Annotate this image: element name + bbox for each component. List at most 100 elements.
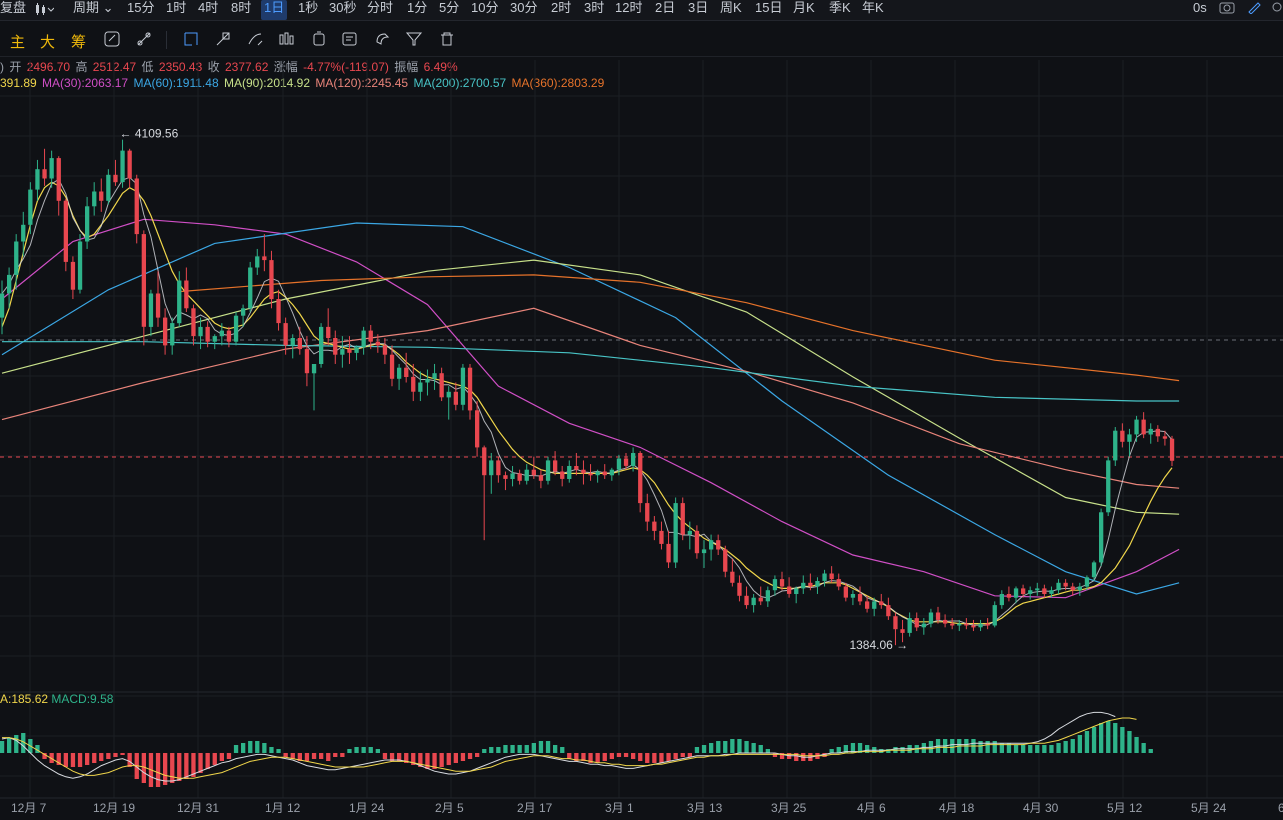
candle-body-37 xyxy=(262,256,267,261)
candle-body-20 xyxy=(141,234,146,327)
chip-distribution-toggle[interactable]: 筹 xyxy=(71,34,87,51)
candle-body-80 xyxy=(567,466,572,479)
candle-body-14 xyxy=(99,191,104,201)
macd-bar-56 xyxy=(397,753,402,761)
interval-1[interactable]: 1时 xyxy=(166,0,187,15)
candle-body-93 xyxy=(659,530,664,544)
brush-icon[interactable] xyxy=(246,30,264,48)
candle-body-91 xyxy=(645,503,650,522)
big-order-toggle[interactable]: 大 xyxy=(40,34,56,51)
interval-18[interactable]: 15日 xyxy=(755,0,783,15)
interval-9[interactable]: 5分 xyxy=(439,0,460,15)
candle-body-92 xyxy=(652,521,657,531)
candle-body-136 xyxy=(964,623,969,626)
x-tick-label-13: 5月 12 xyxy=(1107,801,1143,815)
interval-10[interactable]: 10分 xyxy=(471,0,499,15)
candle-body-147 xyxy=(1042,588,1047,594)
interval-19[interactable]: 月K xyxy=(793,0,815,15)
close-value: 2377.62 xyxy=(224,60,269,74)
macd-bar-74 xyxy=(524,745,529,753)
candle-body-98 xyxy=(694,530,700,554)
interval-11[interactable]: 30分 xyxy=(510,0,538,15)
macd-bar-89 xyxy=(631,753,636,759)
x-tick-label-3: 1月 12 xyxy=(265,801,301,815)
macd-bar-84 xyxy=(595,753,600,763)
candle-body-103 xyxy=(730,571,735,583)
strategy-icon[interactable] xyxy=(135,30,153,48)
macd-bar-140 xyxy=(992,741,997,753)
candle-body-106 xyxy=(751,597,756,606)
candle-body-107 xyxy=(758,597,763,602)
macd-bar-28 xyxy=(198,753,203,773)
macd-bar-63 xyxy=(446,753,451,765)
macd-value: MACD:9.58 xyxy=(51,692,114,706)
settings-icon[interactable] xyxy=(1271,0,1283,20)
pattern-icon[interactable] xyxy=(278,30,296,48)
candle-body-79 xyxy=(560,471,565,479)
macd-bar-157 xyxy=(1113,723,1118,753)
macd-bar-162 xyxy=(1148,749,1153,753)
interval-12[interactable]: 2时 xyxy=(551,0,572,15)
trash-icon[interactable] xyxy=(438,30,456,48)
ma120-value: MA(120):2245.45 xyxy=(315,76,409,90)
ma-short-line xyxy=(1,181,1173,625)
candle-body-40 xyxy=(283,323,288,346)
interval-6[interactable]: 30秒 xyxy=(329,0,357,15)
interval-13[interactable]: 3时 xyxy=(584,0,605,15)
interval-21[interactable]: 年K xyxy=(862,0,884,15)
macd-bar-32 xyxy=(226,753,232,759)
interval-4[interactable]: 1日 xyxy=(261,0,288,20)
candle-body-146 xyxy=(1035,588,1040,591)
macd-bar-72 xyxy=(510,745,515,753)
interval-5[interactable]: 1秒 xyxy=(298,0,319,15)
interval-20[interactable]: 季K xyxy=(829,0,851,15)
candle-body-67 xyxy=(475,410,480,448)
pencil-icon[interactable] xyxy=(1247,0,1263,20)
interval-15[interactable]: 2日 xyxy=(655,0,676,15)
interval-8[interactable]: 1分 xyxy=(407,0,428,15)
note-icon[interactable] xyxy=(341,30,359,48)
candle-body-108 xyxy=(765,590,770,602)
cursor-icon[interactable] xyxy=(182,30,200,48)
candle-body-6 xyxy=(42,169,47,179)
chart-type-selector[interactable] xyxy=(34,0,55,20)
magnet-icon[interactable] xyxy=(373,30,391,48)
macd-bar-10 xyxy=(70,753,76,767)
candle-body-161 xyxy=(1141,419,1146,435)
interval-17[interactable]: 周K xyxy=(720,0,742,15)
macd-bar-48 xyxy=(340,753,345,757)
macd-bar-65 xyxy=(460,753,466,761)
candle-body-119 xyxy=(843,586,848,598)
macd-bar-124 xyxy=(879,749,884,753)
period-dropdown[interactable]: 周期 ⌄ xyxy=(73,0,114,20)
interval-2[interactable]: 4时 xyxy=(198,0,219,15)
candle-body-101 xyxy=(716,540,721,550)
macd-bar-98 xyxy=(694,747,700,753)
chevron-down-icon: ⌄ xyxy=(102,0,114,15)
main-indicator-toggle[interactable]: 主 xyxy=(10,34,26,51)
candle-body-150 xyxy=(1063,582,1068,587)
indicator-edit-icon[interactable] xyxy=(103,30,121,48)
interval-16[interactable]: 3日 xyxy=(688,0,709,15)
measure-icon[interactable] xyxy=(310,30,328,48)
candle-body-140 xyxy=(992,605,997,626)
candle-body-86 xyxy=(609,469,614,476)
macd-bar-101 xyxy=(716,741,721,753)
interval-7[interactable]: 分时 xyxy=(367,0,394,15)
macd-bar-66 xyxy=(467,753,473,759)
replay-button[interactable]: 复盘 xyxy=(0,0,27,15)
macd-bar-83 xyxy=(588,753,593,763)
candle-body-95 xyxy=(673,503,678,563)
interval-0[interactable]: 15分 xyxy=(127,0,155,15)
macd-bar-134 xyxy=(950,739,955,753)
macd-bar-38 xyxy=(269,747,274,753)
candle-body-59 xyxy=(418,382,423,392)
camera-icon[interactable] xyxy=(1219,0,1235,20)
macd-bar-64 xyxy=(453,753,458,763)
macd-bar-153 xyxy=(1084,731,1090,753)
interval-14[interactable]: 12时 xyxy=(615,0,643,15)
interval-3[interactable]: 8时 xyxy=(231,0,252,15)
filter-icon[interactable] xyxy=(405,30,423,48)
trend-line-icon[interactable] xyxy=(214,30,232,48)
